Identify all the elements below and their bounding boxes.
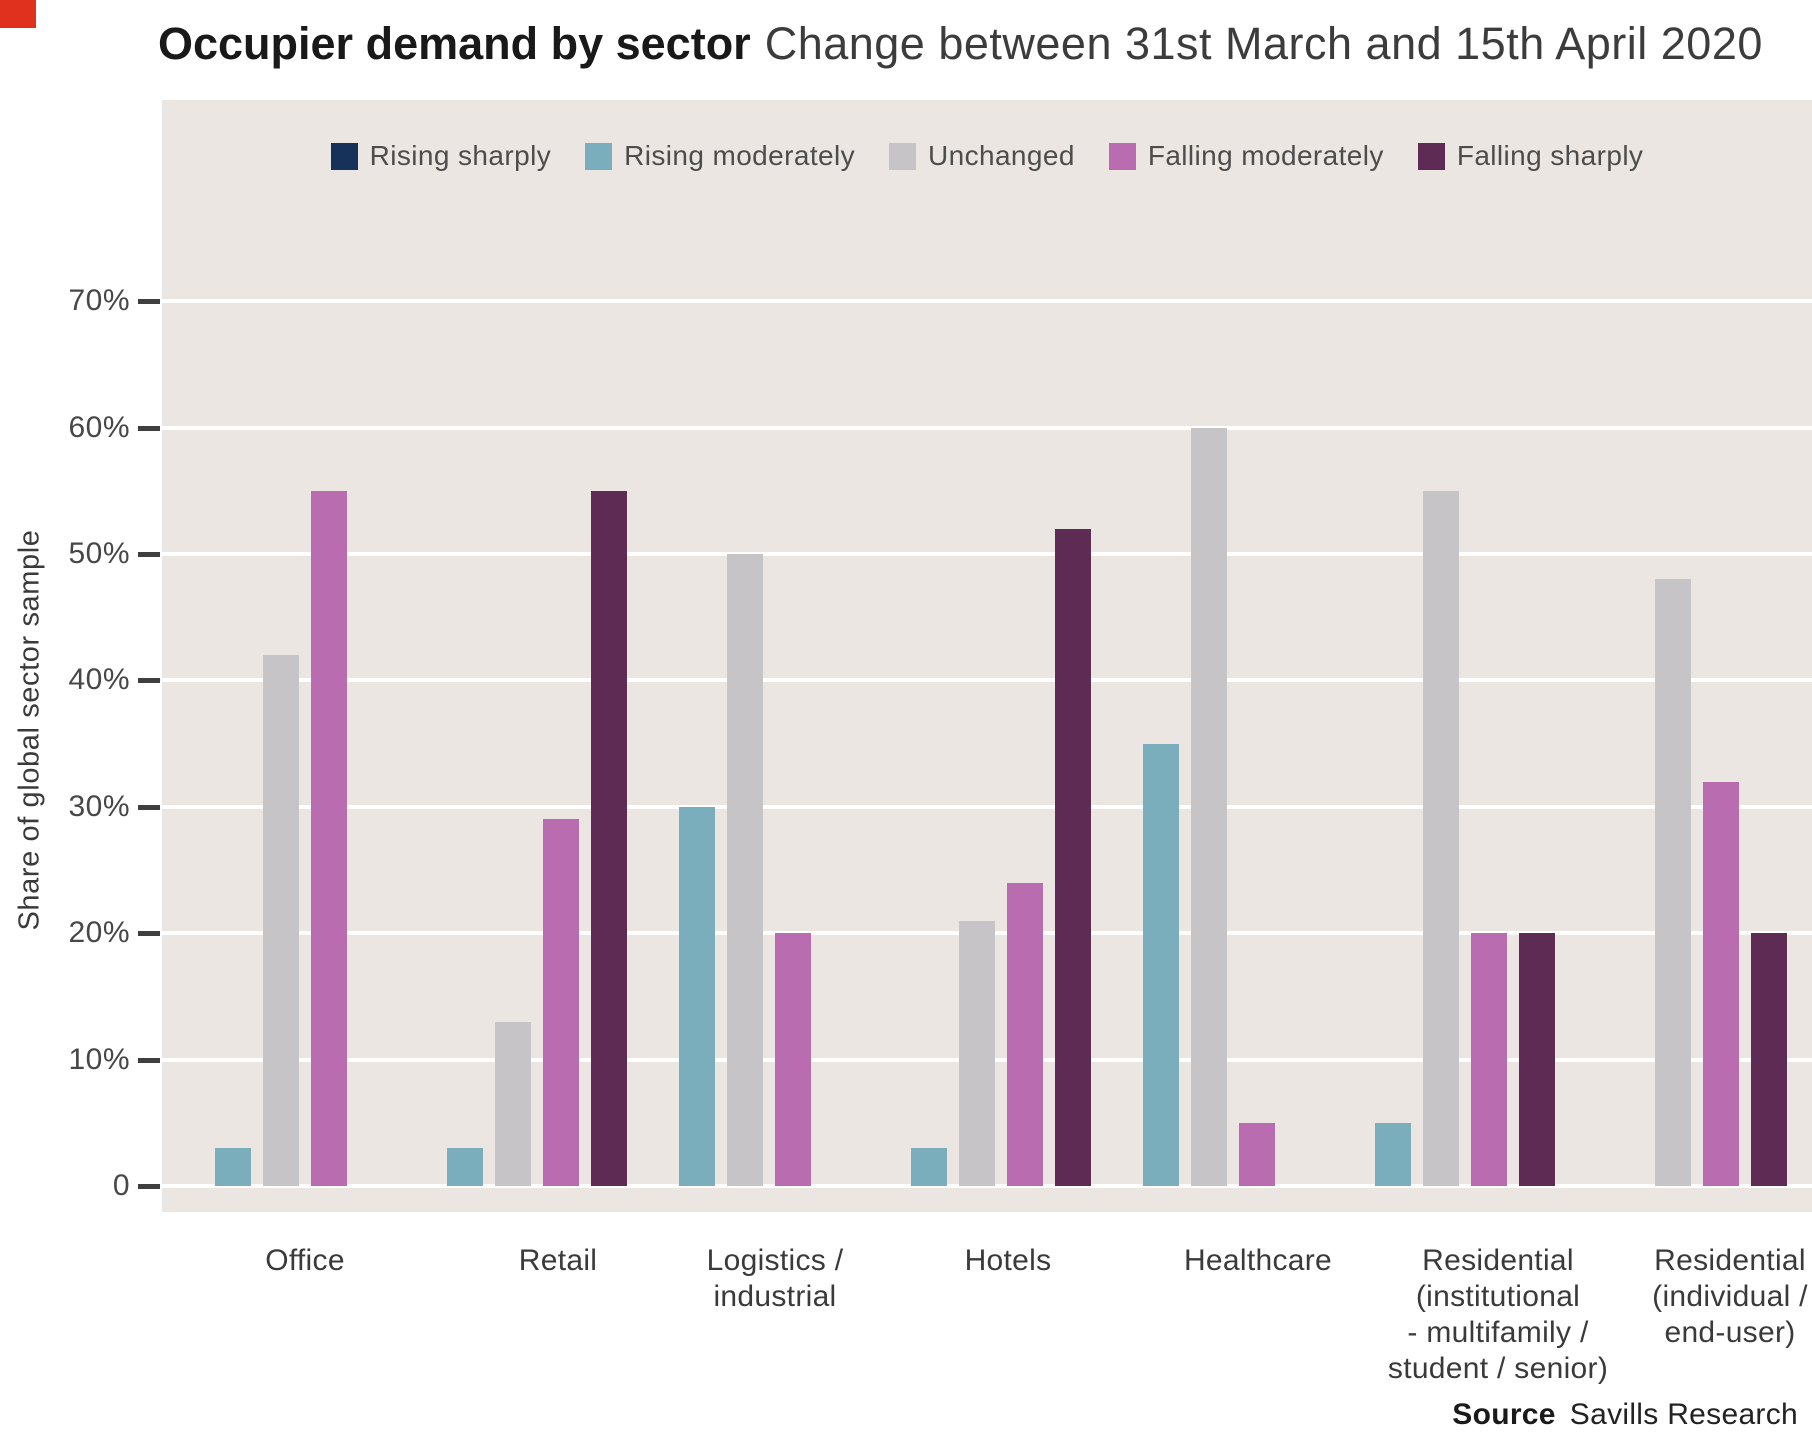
source-attribution: Source Savills Research [1452,1398,1798,1432]
bar-group-3 [863,100,1091,1186]
bar-rising-moderately [1143,744,1179,1186]
legend-label: Rising sharply [369,140,552,171]
bar-rising-moderately [679,807,715,1186]
source-value: Savills Research [1569,1398,1798,1431]
y-tick-mark-50 [138,552,160,557]
y-tick-label-30: 30% [68,789,130,823]
bar-unchanged [1423,491,1459,1186]
bar-group-5 [1327,100,1555,1186]
corner-accent-tab [0,0,36,28]
bar-unchanged [959,921,995,1186]
bar-rising-moderately [1375,1123,1411,1186]
chart-title: Occupier demand by sector Change between … [158,18,1763,70]
category-label-5: Residential (institutional - multifamily… [1387,1244,1609,1385]
gridline-30 [162,804,1812,809]
legend-item-0: Rising sharply [330,140,552,172]
chart-title-subtitle: Change between 31st March and 15th April… [764,18,1763,69]
y-tick-label-40: 40% [68,663,130,697]
bar-falling-moderately [775,933,811,1186]
y-tick-label-70: 70% [68,284,130,318]
bar-falling-moderately [1703,782,1739,1186]
bar-falling-moderately [1471,933,1507,1186]
category-label-1: Retail [518,1244,598,1277]
bar-unchanged [1191,428,1227,1186]
chart-title-bold: Occupier demand by sector [158,18,751,69]
y-tick-mark-20 [138,931,160,937]
legend-item-4: Falling sharply [1417,140,1644,172]
category-label-6: Residential (individual / end-user) [1652,1244,1808,1349]
y-tick-mark-40 [138,678,160,684]
y-tick-label-0: 0 [112,1169,130,1202]
bar-group-4 [1095,100,1323,1186]
gridline-40 [162,678,1812,683]
bar-unchanged [263,655,299,1186]
y-tick-label-60: 60% [68,410,130,444]
y-tick-mark-10 [138,1057,160,1063]
bar-falling-moderately [311,491,347,1186]
y-tick-mark-70 [138,299,160,305]
bar-falling-sharply [591,491,627,1186]
legend-label: Falling sharply [1456,140,1644,171]
gridline-70 [162,299,1812,304]
bar-falling-moderately [543,819,579,1186]
bar-rising-moderately [447,1148,483,1186]
legend-item-2: Unchanged [889,140,1075,172]
category-label-2: Logistics / industrial [706,1244,844,1313]
y-tick-label-10: 10% [68,1042,130,1076]
category-label-4: Healthcare [1183,1244,1333,1277]
bar-falling-moderately [1239,1123,1275,1186]
y-tick-mark-30 [138,804,160,810]
legend-swatch-icon [585,142,613,170]
bar-falling-sharply [1519,933,1555,1186]
bar-group-0 [167,100,395,1186]
bar-falling-sharply [1751,933,1787,1186]
legend-swatch-icon [330,142,358,170]
legend-item-3: Falling moderately [1108,140,1384,172]
bar-falling-sharply [1055,529,1091,1186]
bar-rising-moderately [911,1148,947,1186]
bar-unchanged [495,1022,531,1186]
legend-label: Unchanged [928,140,1075,171]
y-tick-label-20: 20% [68,916,130,950]
gridline-60 [162,425,1812,430]
y-tick-mark-0 [138,1184,160,1189]
gridline-50 [162,552,1812,556]
chart-legend: Rising sharply Rising moderately Unchanged… [162,140,1812,172]
legend-label: Falling moderately [1147,140,1384,171]
gridline-0 [162,1184,1812,1188]
y-tick-label-50: 50% [68,537,130,570]
legend-label: Rising moderately [624,140,855,171]
bar-unchanged [727,554,763,1186]
legend-swatch-icon [1108,142,1136,170]
legend-item-1: Rising moderately [585,140,855,172]
source-label: Source [1452,1398,1556,1431]
bar-unchanged [1655,579,1691,1186]
bar-rising-moderately [215,1148,251,1186]
bar-group-2 [631,100,859,1186]
bar-group-6 [1559,100,1787,1186]
y-tick-mark-60 [138,425,160,431]
bar-group-1 [399,100,627,1186]
legend-swatch-icon [1417,142,1445,170]
category-label-0: Office [265,1244,345,1277]
bar-falling-moderately [1007,883,1043,1186]
category-label-3: Hotels [964,1244,1052,1277]
legend-swatch-icon [889,142,916,170]
y-axis-title: Share of global sector sample [13,529,46,931]
